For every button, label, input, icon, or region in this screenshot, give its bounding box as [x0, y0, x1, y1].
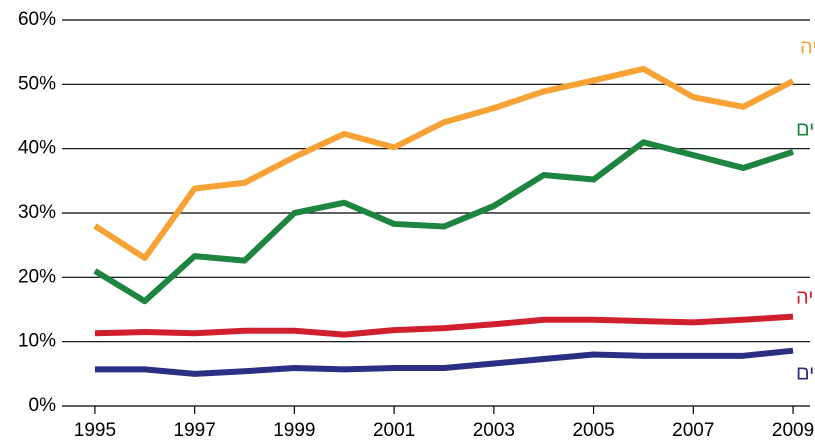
x-tick-label: 2001 [373, 420, 415, 441]
x-tick-label: 1997 [174, 420, 216, 441]
y-tick-label: 0% [29, 395, 57, 416]
series-line [93, 139, 794, 305]
series-label: יהודים – כל האוכלוסייה [796, 286, 815, 308]
series-label: ערבים – כל האוכלוסייה [800, 36, 815, 58]
series-line [94, 347, 794, 377]
series-label: יהודים – עובדים [796, 362, 815, 384]
x-tick-label: 2007 [672, 420, 714, 441]
x-tick-label: 1995 [74, 420, 116, 441]
series-line [93, 65, 795, 262]
y-tick-label: 10% [18, 331, 56, 352]
x-tick-label: 1999 [273, 420, 315, 441]
y-tick-label: 20% [18, 266, 56, 287]
y-tick-label: 50% [18, 73, 56, 94]
x-tick-label: 2003 [473, 420, 515, 441]
x-tick-label: 2005 [572, 420, 614, 441]
y-tick-label: 40% [18, 138, 56, 159]
y-tick-label: 30% [18, 202, 56, 223]
series-line [94, 313, 794, 338]
series-label: ערבים – עובדים [796, 118, 815, 140]
y-tick-label: 60% [18, 9, 56, 30]
x-tick-label: 2009 [772, 420, 814, 441]
